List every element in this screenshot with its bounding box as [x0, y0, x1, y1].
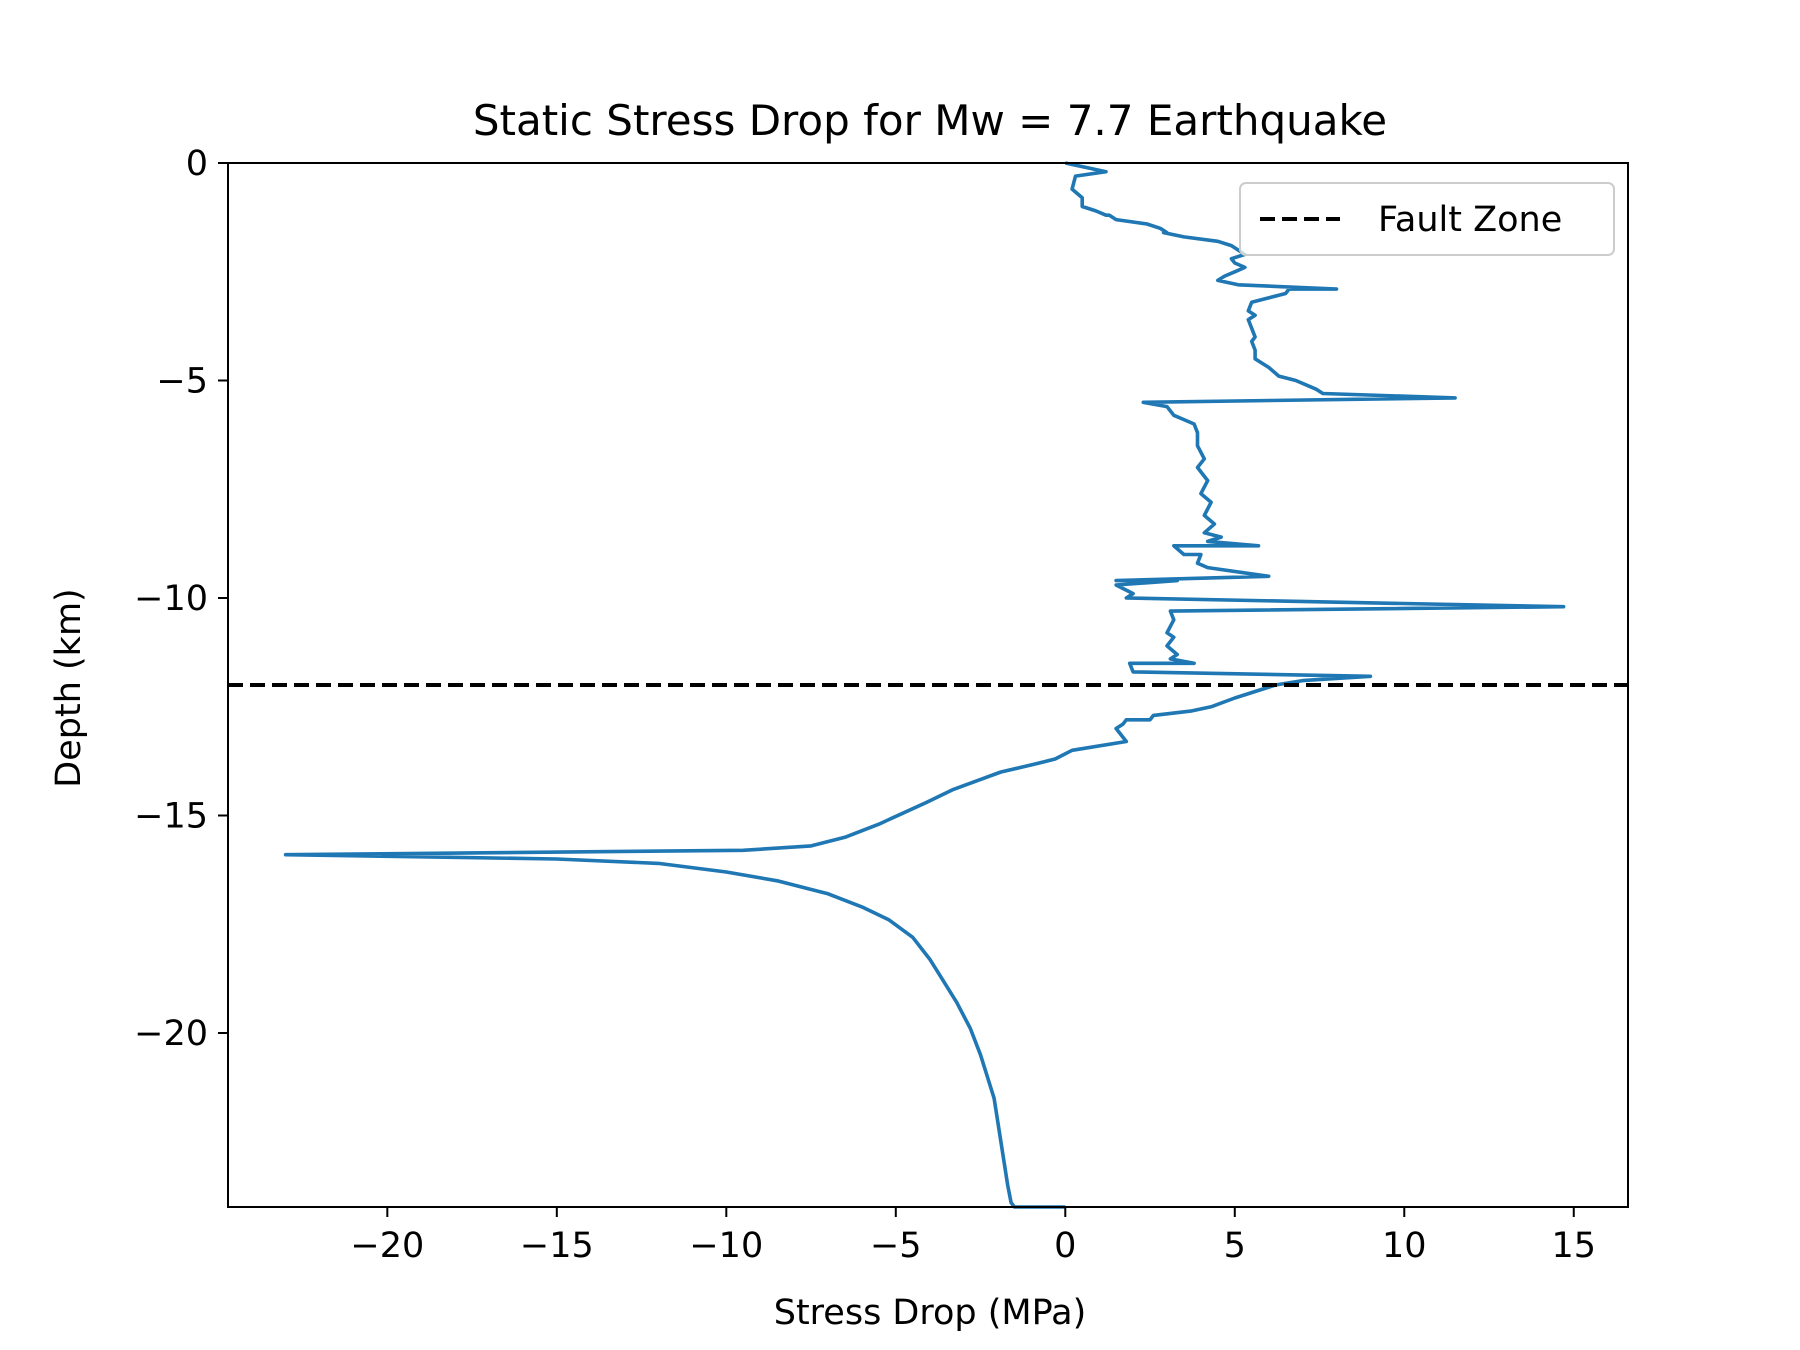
x-axis: −20 −15 −10 −5 0 5 10 15 [350, 1207, 1596, 1266]
x-tick-label: 5 [1224, 1226, 1246, 1266]
legend: Fault Zone [1239, 182, 1615, 256]
x-tick-label: −15 [520, 1226, 594, 1266]
x-tick-label: 0 [1054, 1226, 1076, 1266]
x-tick-label: −5 [870, 1226, 922, 1266]
legend-label: Fault Zone [1378, 200, 1562, 240]
x-axis-label: Stress Drop (MPa) [774, 1293, 1087, 1333]
y-axis-label: Depth (km) [49, 588, 89, 787]
y-tick-label: −5 [156, 362, 208, 402]
y-tick-label: −10 [134, 579, 208, 619]
x-tick-label: −20 [350, 1226, 424, 1266]
stress-drop-line [283, 161, 1566, 1209]
x-tick-label: 15 [1551, 1226, 1596, 1266]
y-axis: 0 −5 −10 −15 −20 [134, 144, 228, 1054]
y-tick-label: 0 [186, 144, 208, 184]
plot-frame [227, 162, 1629, 1208]
legend-box [1239, 182, 1615, 256]
x-tick-label: 10 [1382, 1226, 1427, 1266]
y-tick-label: −20 [134, 1014, 208, 1054]
x-tick-label: −10 [689, 1226, 763, 1266]
chart-title: Static Stress Drop for Mw = 7.7 Earthqua… [473, 96, 1387, 145]
plot-area [227, 161, 1629, 1209]
y-tick-label: −15 [134, 797, 208, 837]
